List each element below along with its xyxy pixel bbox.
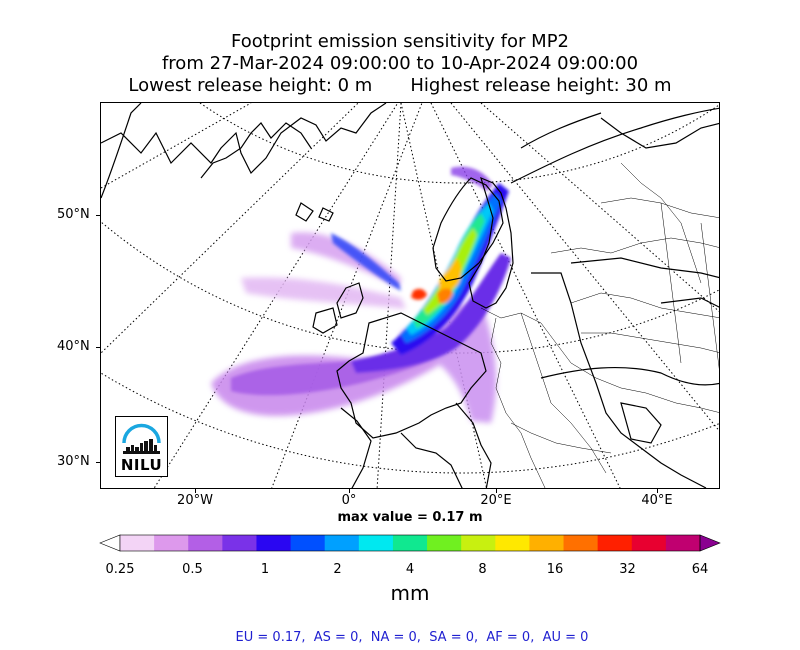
colorbar-tick-label: 4 [405,562,415,577]
graticule [101,103,719,488]
figure-title-line3: Lowest release height: 0 m Highest releas… [0,75,800,97]
lat-tick [96,462,100,463]
lat-label-50n: 50°N [57,207,90,222]
colorbar-tick-label: 32 [619,562,636,577]
max-value-label: max value = 0.17 m [337,510,483,525]
lowest-release-height: Lowest release height: 0 m [128,75,373,96]
colorbar-cell [256,535,292,551]
colorbar-cell [392,535,428,551]
colorbar-tick-label: 1 [260,562,270,577]
lat-tick [96,215,100,216]
colorbar-border [119,534,701,552]
colorbar-cell [495,535,530,551]
colorbar-cell [427,535,462,551]
nilu-logo-graphic [122,423,161,454]
lat-label-30n: 30°N [57,454,90,469]
colorbar-cell [665,535,701,551]
colorbar-tick-label: 64 [691,562,709,577]
lon-tick [657,489,658,493]
figure-title-line1: Footprint emission sensitivity for MP2 [230,31,569,52]
colorbar-tick-label: 16 [546,562,564,577]
lon-label-0: 0° [341,493,357,508]
colorbar-extend-low [99,534,121,552]
figure-title-line2: from 27-Mar-2024 09:00:00 to 10-Apr-2024… [161,53,639,74]
lon-label-20w: 20°W [177,493,213,508]
lat-label-40n: 40°N [57,339,90,354]
colorbar-cell [222,535,257,551]
lon-label-20e: 20°E [480,493,512,508]
colorbar-cell [154,535,189,551]
lat-tick [96,347,100,348]
colorbar-cell [631,535,667,551]
colorbar-tick-label: 2 [333,562,342,577]
colorbar-cell [461,535,496,551]
highest-release-height: Highest release height: 30 m [410,75,672,96]
coastlines [101,103,719,488]
colorbar-cell [358,535,394,551]
map-canvas [101,103,719,488]
colorbar-tick-label: 8 [478,562,487,577]
colorbar-cell [188,535,223,551]
colorbar-cell [597,535,633,551]
colorbar-unit: mm [390,581,430,605]
colorbar-cell [324,535,360,551]
lon-tick [195,489,196,493]
lon-tick [496,489,497,493]
colorbar [99,534,721,552]
colorbar-tick-label: 0.25 [105,562,135,577]
colorbar-extend-high [699,534,721,552]
nilu-logo-text: NILU [120,456,163,474]
footprint-plume [211,166,511,423]
colorbar-cell [529,535,565,551]
colorbar-cell [563,535,599,551]
lon-tick [349,489,350,493]
footprint-map[interactable] [100,102,720,489]
colorbar-tick-label: 0.5 [182,562,203,577]
nilu-logo: NILU [115,416,168,477]
region-totals: EU = 0.17, AS = 0, NA = 0, SA = 0, AF = … [235,630,589,645]
colorbar-cell [120,535,155,551]
colorbar-cell [290,535,326,551]
lon-label-40e: 40°E [641,493,673,508]
country-borders [480,162,719,488]
